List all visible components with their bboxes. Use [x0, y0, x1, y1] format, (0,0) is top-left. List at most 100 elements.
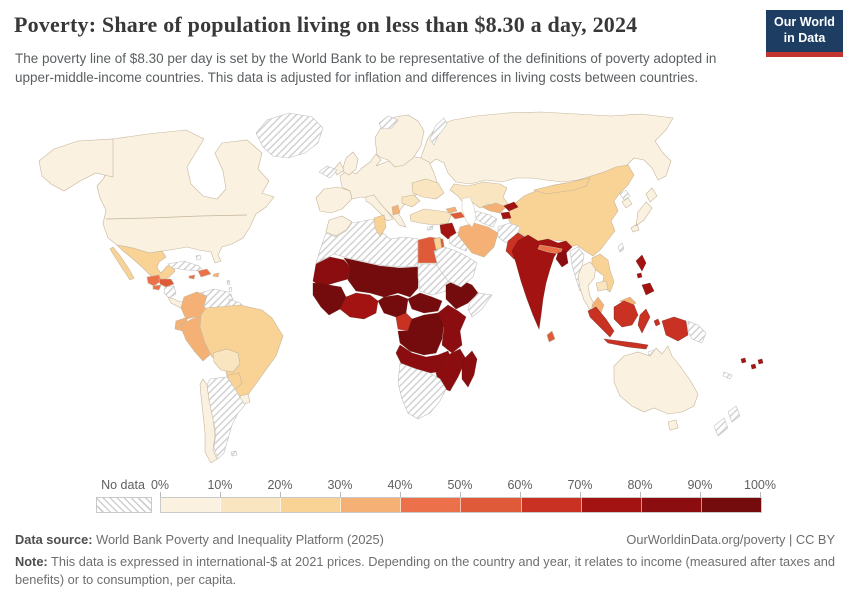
- legend-tick-label-20%: 20%: [267, 478, 293, 492]
- legend-tick-label-60%: 60%: [507, 478, 533, 492]
- map-region-drc[interactable]: Democratic Republic of Congo — 90-100%: [397, 312, 445, 356]
- legend-tick-label-30%: 30%: [327, 478, 353, 492]
- legend-bin-30-40%[interactable]: [341, 498, 402, 512]
- map-region-italy[interactable]: Italy — 0-10%: [365, 194, 394, 222]
- map-region-southern_africa[interactable]: Namibia, Botswana & South Africa — No da…: [397, 362, 447, 420]
- legend-bin-80-90%[interactable]: [641, 498, 702, 512]
- map-region-tajikistan[interactable]: Tajikistan — 70-80%: [500, 211, 512, 220]
- legend-tick-mark: [280, 492, 281, 497]
- map-region-new_zealand[interactable]: New Zealand — No data: [713, 405, 741, 437]
- map-region-iberia[interactable]: Spain & Portugal — 0-10%: [315, 186, 353, 214]
- map-region-guatemala[interactable]: Guatemala — 40-50%: [146, 274, 162, 287]
- rights-note: OurWorldinData.org/poverty | CC BY: [626, 532, 835, 547]
- map-region-kyrgyzstan[interactable]: Kyrgyzstan — 70-80%: [503, 201, 519, 212]
- map-region-hispaniola[interactable]: Haiti & Dominican Republic — 40-50%: [197, 268, 212, 278]
- legend-tick-mark: [460, 492, 461, 497]
- map-region-turkey[interactable]: Turkey — 10-20%: [409, 208, 453, 226]
- us-canada-border: [105, 214, 248, 220]
- map-region-australia[interactable]: Australia — 0-10%: [613, 345, 699, 415]
- legend-bin-90-100%[interactable]: [701, 498, 761, 512]
- map-region-russia[interactable]: Russia — 0-10%: [419, 111, 674, 185]
- map-region-greenland[interactable]: Greenland — No data: [255, 112, 324, 159]
- map-region-balkans_orange[interactable]: Albania & North Macedonia — 30-40%: [391, 204, 401, 216]
- legend-tick-label-40%: 40%: [387, 478, 413, 492]
- legend-bin-50-60%[interactable]: [461, 498, 522, 512]
- map-region-georgia[interactable]: Georgia — 30-40%: [445, 206, 458, 214]
- legend-bin-40-50%[interactable]: [401, 498, 462, 512]
- map-region-el_salvador[interactable]: El Salvador — 40-50%: [152, 284, 162, 291]
- note-text: This data is expressed in international-…: [15, 554, 835, 587]
- legend-bin-70-80%[interactable]: [581, 498, 642, 512]
- map-region-tunisia[interactable]: Tunisia — 20-30%: [373, 214, 387, 237]
- map-region-alaska[interactable]: Alaska (United States) — 0-10%: [38, 138, 114, 192]
- chart-footer: Data source: World Bank Poverty and Ineq…: [15, 532, 835, 589]
- map-region-north_korea[interactable]: North Korea — No data: [619, 189, 631, 201]
- legend-bin-10-20%[interactable]: [221, 498, 282, 512]
- map-region-south_sudan_car[interactable]: South Sudan & Central African Republic —…: [407, 292, 443, 314]
- map-region-mozambique_zimbabwe[interactable]: Zimbabwe, Malawi & Mozambique — 80-90%: [435, 348, 467, 392]
- note-label: Note:: [15, 554, 48, 569]
- map-region-saudi_peninsula[interactable]: Arabian Peninsula — No data: [433, 246, 478, 288]
- caspian-sea: [461, 196, 477, 228]
- map-region-sri_lanka[interactable]: Sri Lanka — 50-60%: [546, 330, 556, 343]
- legend-bin-0-10%[interactable]: [161, 498, 222, 512]
- map-region-ireland[interactable]: Ireland — 0-10%: [333, 161, 345, 176]
- map-region-bahamas[interactable]: Bahamas — No data: [195, 254, 202, 261]
- map-region-indonesia[interactable]: Indonesia — 60-70%: [587, 300, 689, 350]
- map-region-honduras[interactable]: Honduras — 50-60%: [158, 278, 175, 288]
- map-region-cyprus[interactable]: Cyprus — No data: [426, 225, 434, 231]
- legend-tick-label-70%: 70%: [567, 478, 593, 492]
- map-region-india[interactable]: India — 70-80%: [511, 234, 573, 331]
- map-region-madagascar[interactable]: Madagascar — 80-90%: [461, 350, 478, 388]
- legend-no-data-label: No data: [101, 478, 145, 492]
- map-region-uzbekistan[interactable]: Uzbekistan — 30-40%: [481, 202, 507, 214]
- map-region-png[interactable]: Papua New Guinea — No data: [687, 320, 707, 344]
- map-region-south_korea[interactable]: South Korea — 0-10%: [621, 197, 633, 209]
- map-region-new_caledonia[interactable]: New Caledonia — No data: [722, 371, 733, 380]
- map-region-iran[interactable]: Iran — 30-40%: [457, 222, 499, 258]
- map-region-baja[interactable]: Baja California (Mexico) — 20-30%: [109, 246, 135, 281]
- map-region-japan[interactable]: Japan — 0-10%: [630, 187, 658, 233]
- map-region-kenya_tanzania[interactable]: Uganda, Kenya & Tanzania — 80-90%: [437, 304, 467, 354]
- map-region-mongolia[interactable]: Mongolia — 20-30%: [532, 177, 591, 195]
- map-region-nigeria[interactable]: Nigeria — 90-100%: [377, 294, 409, 318]
- legend-tick-mark: [340, 492, 341, 497]
- legend-bin-60-70%[interactable]: [521, 498, 582, 512]
- map-region-taiwan[interactable]: Taiwan — No data: [617, 242, 625, 253]
- legend-tick-label-90%: 90%: [687, 478, 713, 492]
- map-region-nicaragua[interactable]: Nicaragua — No data: [163, 285, 177, 299]
- map-region-morocco[interactable]: Morocco — 0-10%: [325, 215, 353, 237]
- map-region-canada_usa[interactable]: United States & Canada — 0-10%: [96, 129, 275, 264]
- map-region-bangladesh[interactable]: Bangladesh — 80-90%: [555, 250, 569, 268]
- data-source-text: World Bank Poverty and Inequality Platfo…: [96, 532, 384, 547]
- map-region-mali_niger_chad[interactable]: Mali, Niger & Chad — 90-100%: [343, 257, 419, 298]
- map-region-pacific_islands[interactable]: Vanuatu & Fiji — 70-80%: [740, 357, 764, 370]
- map-region-puerto_rico[interactable]: Puerto Rico — 30-40%: [212, 272, 220, 278]
- map-region-laos_vietnam[interactable]: Laos & Vietnam — 20-30%: [591, 253, 615, 293]
- map-region-uk[interactable]: United Kingdom — 0-10%: [341, 151, 359, 176]
- map-region-somalia[interactable]: Somalia — No data: [467, 292, 493, 318]
- map-region-romania_moldova[interactable]: Romania & Moldova — 10-20%: [401, 194, 421, 208]
- legend-no-data-swatch[interactable]: [96, 497, 152, 513]
- map-region-novaya_zemlya[interactable]: Novaya Zemlya — No data: [429, 117, 448, 146]
- legend-tick-label-100%: 100%: [744, 478, 776, 492]
- legend-tick-mark: [400, 492, 401, 497]
- data-source-line: Data source: World Bank Poverty and Ineq…: [15, 532, 384, 547]
- legend-tick-mark: [640, 492, 641, 497]
- map-region-falklands[interactable]: Falkland Islands — No data: [230, 450, 238, 457]
- map-region-chile[interactable]: Chile — 0-10%: [199, 378, 218, 464]
- legend-tick-label-80%: 80%: [627, 478, 653, 492]
- map-region-philippines[interactable]: Philippines — 70-80%: [635, 254, 655, 296]
- map-region-cambodia[interactable]: Cambodia — 10-20%: [595, 280, 609, 292]
- legend-bin-20-30%[interactable]: [281, 498, 342, 512]
- map-region-iceland[interactable]: Iceland — No data: [318, 165, 338, 179]
- map-region-svalbard[interactable]: Svalbard — No data: [378, 115, 399, 130]
- map-region-ukraine[interactable]: Ukraine — 10-20%: [411, 178, 445, 200]
- legend-tick-mark: [580, 492, 581, 497]
- legend-color-bar[interactable]: [160, 497, 762, 513]
- map-region-bolivia[interactable]: Bolivia — 10-20%: [212, 348, 241, 373]
- legend-tick-label-50%: 50%: [447, 478, 473, 492]
- map-region-tasmania[interactable]: Tasmania (Australia) — 0-10%: [667, 419, 679, 431]
- map-region-jamaica[interactable]: Jamaica — 40-50%: [188, 274, 196, 280]
